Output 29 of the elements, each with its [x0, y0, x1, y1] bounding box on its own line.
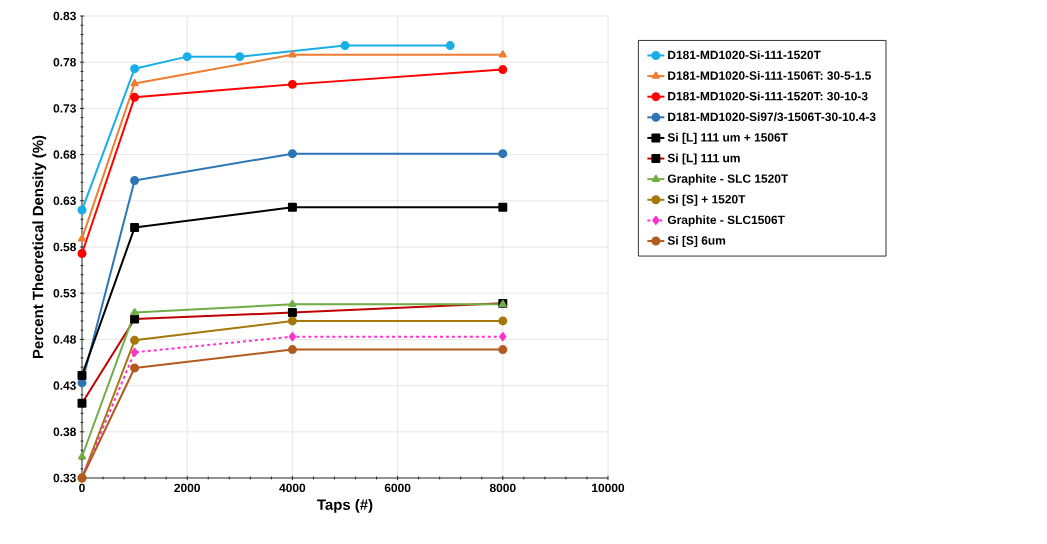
x-tick-label: 0: [79, 483, 85, 493]
y-tick-label: 0.58: [53, 242, 76, 252]
legend-label: D181-MD1020-Si-111-1520T: 30-10-3: [668, 91, 868, 101]
x-tick-label: 2000: [174, 483, 200, 493]
x-axis-title: Taps (#): [317, 498, 373, 513]
x-tick-label: 4000: [279, 483, 306, 493]
y-tick-label: 0.73: [53, 104, 76, 113]
legend-label: D181-MD1020-Si97/3-1506T-30-10.4-3: [668, 112, 876, 122]
legend-label: Graphite - SLC1506T: [667, 215, 785, 227]
y-tick-label: 0.78: [53, 57, 76, 67]
y-tick-label: 0.63: [53, 196, 76, 206]
y-axis-title: Percent Theoretical Density (%): [32, 135, 47, 359]
legend-label: Si [L] 111 um: [667, 153, 740, 165]
x-tick-label: 8000: [489, 483, 516, 493]
x-tick-label: 6000: [384, 483, 411, 493]
y-tick-label: 0.53: [53, 288, 76, 298]
y-tick-label: 0.38: [53, 427, 76, 437]
legend-label: Si [L] 111 um + 1506T: [667, 132, 788, 144]
legend-label: Graphite - SLC 1520T: [667, 174, 789, 186]
legend-label: D181-MD1020-Si-111-1520T: [668, 50, 821, 60]
legend-label: Si [S] 6um: [667, 235, 726, 248]
y-tick-label: 0.48: [53, 335, 76, 344]
y-tick-label: 0.43: [53, 381, 76, 390]
y-tick-label: 0.68: [53, 150, 76, 159]
legend-label: D181-MD1020-Si-111-1506T: 30-5-1.5: [668, 71, 871, 80]
y-tick-label: 0.33: [53, 473, 76, 483]
y-tick-label: 0.83: [53, 11, 76, 21]
legend-label: Si [S] + 1520T: [667, 194, 746, 206]
x-tick-label: 10000: [592, 483, 625, 493]
